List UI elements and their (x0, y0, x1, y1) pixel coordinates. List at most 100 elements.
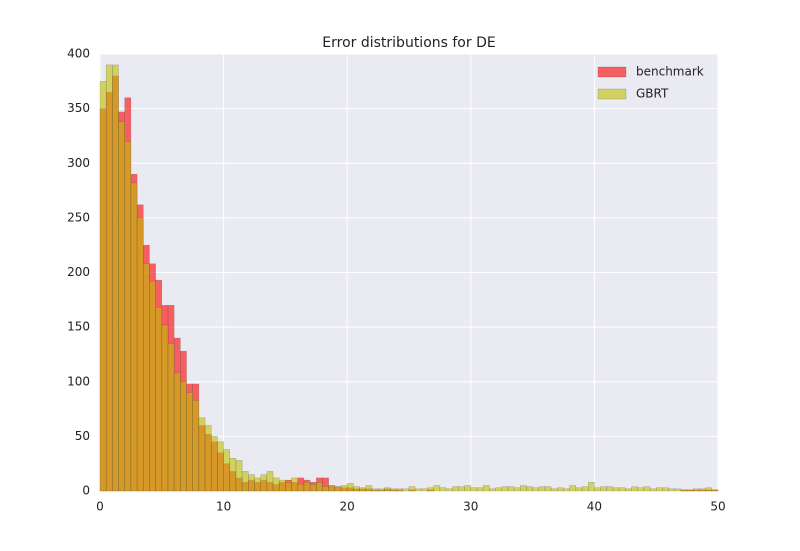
bar (452, 486, 459, 492)
bar (346, 483, 354, 492)
bar (507, 486, 515, 492)
bar (501, 486, 509, 492)
bar (149, 280, 156, 492)
bar (655, 487, 663, 492)
bar (618, 487, 626, 492)
bar (550, 488, 558, 492)
bar (359, 487, 366, 492)
bar (130, 182, 138, 492)
bar (680, 489, 688, 492)
bar (427, 487, 434, 492)
y-tick-label: 200 (67, 265, 90, 279)
bar (519, 485, 527, 492)
bar (544, 486, 552, 492)
bar (377, 488, 385, 492)
y-tick-label: 0 (82, 484, 90, 498)
bar (105, 64, 113, 492)
bar (482, 485, 490, 492)
bar (575, 487, 583, 492)
bar (112, 64, 119, 492)
bar (167, 343, 175, 492)
bar (384, 487, 391, 492)
x-tick-label: 20 (340, 500, 355, 514)
bar (674, 488, 682, 492)
legend-swatch (597, 66, 627, 78)
bar (136, 217, 144, 492)
bar (563, 488, 570, 492)
bar (303, 482, 311, 492)
bar (421, 488, 428, 492)
bar (340, 485, 348, 492)
legend-label: benchmark (636, 65, 704, 79)
bar (414, 488, 422, 492)
bar (470, 487, 478, 492)
bar (439, 487, 447, 492)
bar (396, 488, 404, 492)
chart-title: Error distributions for DE (322, 35, 495, 51)
bar (322, 486, 329, 492)
bar (353, 486, 360, 492)
bar (198, 417, 206, 492)
bar (192, 400, 200, 492)
bar (489, 488, 496, 492)
y-tick-label: 100 (67, 374, 90, 388)
x-tick-label: 50 (710, 500, 725, 514)
bar (266, 471, 274, 492)
legend-label: GBRT (636, 87, 669, 101)
x-tick-label: 40 (587, 500, 602, 514)
bar (365, 485, 373, 492)
y-tick-label: 150 (67, 320, 90, 334)
bar (625, 488, 632, 492)
bar (532, 487, 540, 492)
y-tick-label: 300 (67, 156, 90, 170)
bar (124, 141, 132, 492)
bar (210, 436, 218, 492)
bar (445, 488, 453, 492)
bar (557, 487, 564, 492)
bar (495, 487, 502, 492)
bar (612, 487, 620, 492)
bar (328, 485, 336, 492)
bar (229, 457, 237, 492)
bar (606, 486, 614, 492)
bar (594, 487, 601, 492)
bar (186, 392, 193, 492)
legend-swatch (597, 88, 627, 100)
bar (334, 486, 342, 492)
bar (643, 486, 651, 492)
bar (291, 477, 299, 492)
bar (254, 477, 261, 492)
bar (316, 482, 323, 492)
bar (631, 486, 638, 492)
bar (705, 487, 713, 492)
bar (587, 482, 595, 492)
bar (161, 324, 169, 492)
bar (272, 477, 280, 492)
y-tick-label: 50 (75, 429, 90, 443)
bar (223, 449, 231, 492)
bar (526, 486, 533, 492)
bar (143, 263, 150, 492)
bar (513, 487, 521, 492)
bar (458, 486, 465, 492)
bar (408, 486, 416, 492)
y-tick-label: 350 (67, 101, 90, 115)
bar (693, 488, 700, 492)
bar (260, 474, 268, 492)
bar (180, 381, 187, 492)
bar (278, 479, 286, 492)
bar (118, 121, 125, 492)
bar (99, 81, 107, 492)
bar (235, 460, 243, 492)
bar (402, 488, 410, 492)
x-tick-label: 30 (463, 500, 478, 514)
bar (217, 441, 224, 492)
bar (569, 485, 577, 492)
x-tick-label: 0 (96, 500, 104, 514)
bar (371, 488, 379, 492)
bar (464, 485, 472, 492)
y-tick-label: 400 (67, 47, 90, 61)
bar (637, 487, 645, 492)
bar (699, 488, 706, 492)
